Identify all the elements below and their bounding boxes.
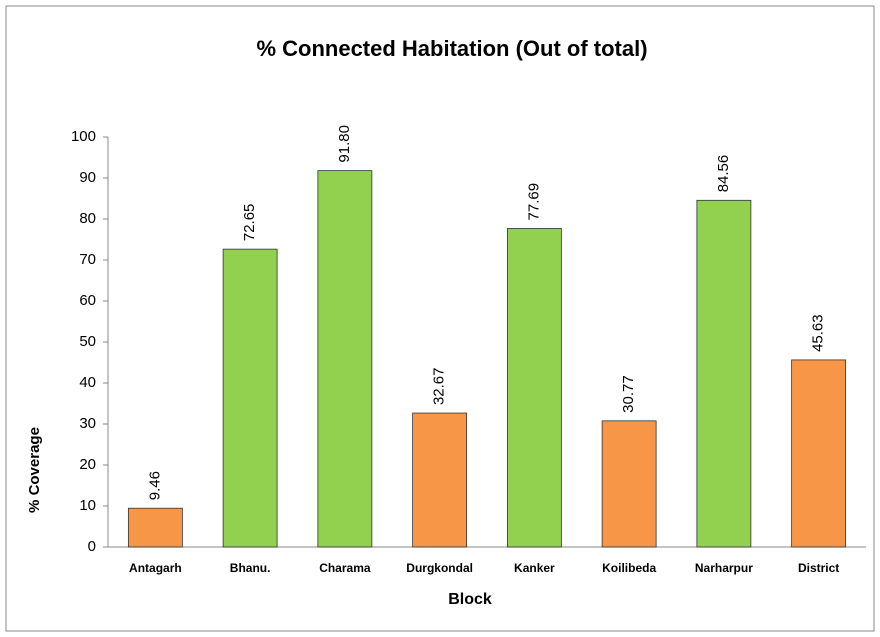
data-label: 72.65 <box>241 204 258 242</box>
bar <box>127 507 183 548</box>
y-tick-label: 10 <box>79 497 96 514</box>
bar <box>506 228 562 548</box>
y-tick-label: 60 <box>79 292 96 309</box>
x-tick-label: Koilibeda <box>602 561 656 575</box>
bar <box>222 248 278 548</box>
y-tick-label: 90 <box>79 169 96 186</box>
x-tick-label: Bhanu. <box>230 561 271 575</box>
y-tick-label: 20 <box>79 456 96 473</box>
x-tick-label: Narharpur <box>695 561 753 575</box>
data-label: 32.67 <box>431 368 448 406</box>
x-tick-label: Charama <box>319 561 371 575</box>
data-label: 9.46 <box>146 471 163 500</box>
y-tick-label: 80 <box>79 210 96 227</box>
y-tick-label: 100 <box>71 128 96 145</box>
y-tick-label: 50 <box>79 333 96 350</box>
data-label: 45.63 <box>810 314 827 352</box>
x-tick-label: District <box>798 561 839 575</box>
x-tick-label: Durgkondal <box>406 561 473 575</box>
y-tick-label: 40 <box>79 374 96 391</box>
bar <box>791 359 847 548</box>
x-axis-label: Block <box>448 591 492 608</box>
bar <box>317 170 373 548</box>
bar <box>696 199 752 548</box>
x-tick-label: Antagarh <box>129 561 182 575</box>
chart-title: % Connected Habitation (Out of total) <box>256 36 647 61</box>
data-label: 30.77 <box>620 375 637 413</box>
bar <box>601 420 657 548</box>
data-label: 84.56 <box>715 155 732 193</box>
y-axis-label: % Coverage <box>26 427 43 513</box>
y-tick-label: 0 <box>88 538 96 555</box>
y-tick-label: 70 <box>79 251 96 268</box>
data-label: 91.80 <box>336 125 353 163</box>
y-tick-label: 30 <box>79 415 96 432</box>
data-label: 77.69 <box>525 183 542 221</box>
bar <box>412 412 468 548</box>
x-tick-label: Kanker <box>514 561 555 575</box>
